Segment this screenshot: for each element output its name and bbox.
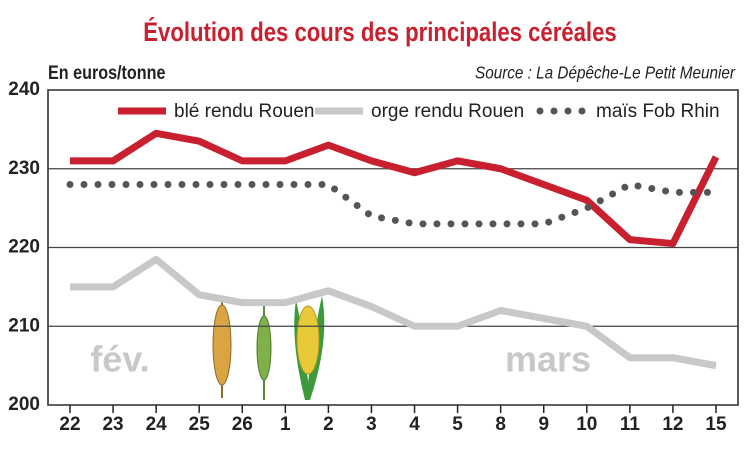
x-tick-label: 12 [662,414,683,435]
x-tick-label: 5 [452,414,463,435]
y-tick-label: 240 [8,79,40,100]
y-tick-label: 210 [8,315,40,336]
x-tick-label: 3 [366,414,377,435]
x-tick-label: 22 [59,414,80,435]
x-tick-label: 26 [232,414,253,435]
x-tick-label: 23 [102,414,123,435]
x-tick-label: 10 [576,414,597,435]
x-tick-label: 15 [705,414,727,435]
x-tick-label: 11 [620,414,641,435]
y-tick-label: 220 [8,237,40,258]
x-tick-label: 2 [323,414,334,435]
series-line [66,180,720,228]
legend-label: maïs Fob Rhin [596,101,720,122]
x-tick-label: 4 [409,414,420,435]
x-tick-label: 8 [495,414,506,435]
legend-label: orge rendu Rouen [371,101,524,122]
annotation: fév. [90,339,149,380]
source: Source : La Dépêche-Le Petit Meunier [475,63,736,83]
annotation: mars [505,339,591,380]
y-tick-label: 200 [8,394,40,415]
legend-label: blé rendu Rouen [174,101,315,122]
x-tick-label: 25 [189,414,211,435]
x-tick-label: 1 [280,414,291,435]
series-line [70,255,717,370]
x-tick-label: 24 [146,414,168,435]
x-tick-label: 9 [538,414,549,435]
y-tick-label: 230 [8,158,40,179]
y-axis-title: En euros/tonne [48,62,166,84]
chart-title: Évolution des cours des principales céré… [143,17,616,48]
series-line [70,129,720,248]
grain-illustration [212,296,325,400]
